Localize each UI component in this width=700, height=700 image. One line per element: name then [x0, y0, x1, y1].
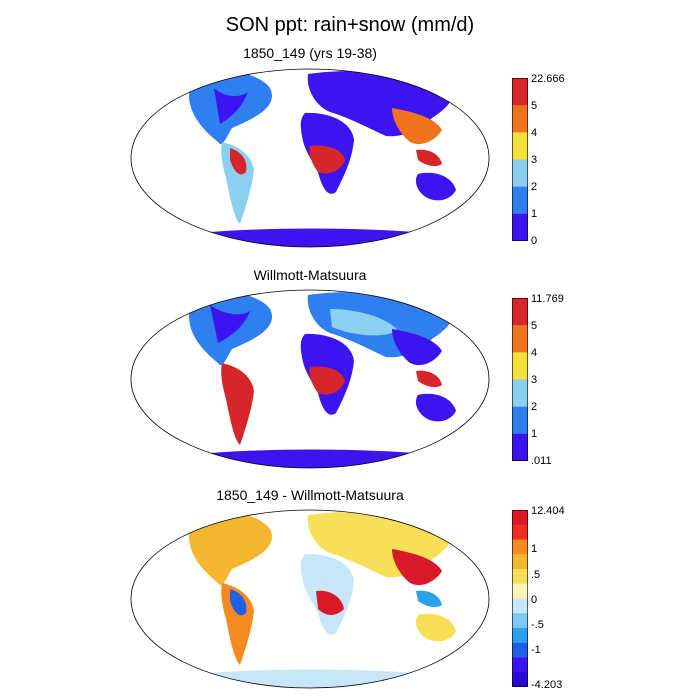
colorbar-swatch [512, 642, 528, 658]
colorbar-label: 1 [531, 543, 538, 555]
colorbar-swatch [512, 186, 528, 215]
colorbar-swatch [512, 379, 528, 408]
colorbar-swatch [512, 524, 528, 540]
north-america-region [189, 510, 272, 586]
colorbar-swatch [512, 213, 528, 241]
maritime-continent-region [416, 149, 442, 167]
north-america-dry-region [210, 305, 250, 343]
colorbar-swatch [512, 298, 528, 326]
colorbar-swatch [512, 159, 528, 188]
colorbar-label: 5 [531, 320, 538, 332]
colorbar-label: 0 [531, 594, 538, 606]
colorbar-label: .011 [531, 455, 552, 467]
panel-title-difference: 1850_149 - Willmott-Matsuura [216, 487, 404, 503]
colorbar-swatch [512, 325, 528, 353]
map-outline [130, 289, 490, 469]
colorbar-swatch [512, 539, 528, 555]
east-africa-wet-bias-region [316, 590, 344, 615]
colorbar-swatch [512, 569, 528, 585]
south-america-region [221, 583, 254, 665]
amazon-dry-bias-region [230, 589, 247, 616]
colorbar-swatch [512, 613, 528, 629]
colorbar-difference [512, 510, 528, 687]
amazon-wet-region [230, 148, 247, 175]
colorbar-swatch [512, 105, 528, 133]
colorbar-label: 22.666 [531, 73, 565, 85]
colorbar-swatch [512, 132, 528, 160]
colorbar-swatch [512, 657, 528, 673]
colorbar-model [512, 78, 528, 241]
colorbar-label: 1 [531, 208, 538, 220]
colorbar-swatch [512, 406, 528, 435]
colorbar-label: 2 [531, 181, 538, 193]
australia-region [415, 613, 456, 642]
south-asia-region [392, 329, 442, 366]
map-observed-precipitation [130, 289, 490, 469]
colorbar-label: 4 [531, 347, 538, 359]
figure-title: SON ppt: rain+snow (mm/d) [225, 14, 475, 36]
colorbar-swatch [512, 628, 528, 644]
north-america-dry-region [214, 88, 248, 124]
antarctica-region [160, 449, 470, 468]
colorbar-swatch [512, 583, 528, 599]
siberia-region [330, 309, 398, 336]
colorbar-border [512, 298, 528, 461]
colorbar-swatch [512, 510, 528, 526]
australia-region [415, 172, 456, 201]
colorbar-label: -.5 [531, 619, 544, 631]
map-difference-precipitation [130, 509, 490, 689]
colorbar-swatch [512, 433, 528, 461]
colorbar-label: 3 [531, 374, 538, 386]
colorbar-observed [512, 298, 528, 461]
central-africa-wet-region [309, 145, 345, 174]
colorbar-swatch [512, 554, 528, 570]
south-asia-wet-region [392, 108, 442, 145]
colorbar-swatch [512, 598, 528, 614]
colorbar-label: 11.769 [531, 293, 564, 305]
colorbar-swatch [512, 352, 528, 380]
colorbar-label: -4.203 [531, 679, 563, 691]
colorbar-label: 4 [531, 127, 538, 139]
colorbar-label: 0 [531, 235, 538, 247]
central-africa-wet-region [309, 366, 345, 395]
maritime-continent-region [416, 590, 442, 608]
map-outline [130, 68, 490, 248]
south-asia-wet-bias-region [392, 549, 442, 586]
colorbar-label: 12.404 [531, 505, 565, 517]
panel-title-model: 1850_149 (yrs 19-38) [243, 45, 377, 61]
colorbar-border [512, 78, 528, 241]
colorbar-label: .5 [531, 569, 541, 581]
colorbar-label: 2 [531, 401, 538, 413]
map-outline [130, 509, 490, 689]
south-america-region [221, 142, 254, 224]
colorbar-border [512, 510, 528, 687]
colorbar-label: 3 [531, 154, 538, 166]
colorbar-swatch [512, 78, 528, 106]
colorbar-label: -1 [531, 644, 541, 656]
maritime-continent-region [416, 370, 442, 388]
map-model-precipitation [130, 68, 490, 248]
colorbar-label: 1 [531, 428, 538, 440]
antarctica-region [160, 669, 470, 688]
australia-region [415, 393, 456, 422]
colorbar-label: 5 [531, 100, 538, 112]
panel-title-observed: Willmott-Matsuura [253, 267, 367, 283]
antarctica-region [160, 228, 470, 247]
south-america-region [221, 363, 254, 445]
colorbar-swatch [512, 672, 528, 687]
